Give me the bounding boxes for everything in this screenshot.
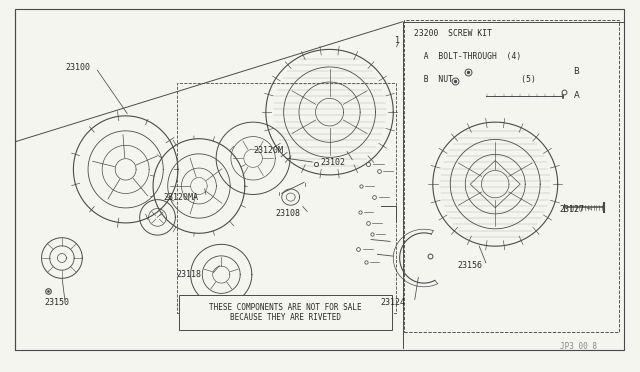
- Polygon shape: [153, 139, 245, 233]
- Text: 23120MA: 23120MA: [164, 193, 199, 202]
- Text: 23127: 23127: [559, 205, 584, 215]
- Polygon shape: [216, 122, 290, 195]
- Text: B: B: [573, 67, 579, 76]
- Polygon shape: [191, 244, 252, 305]
- Text: 23102: 23102: [320, 157, 345, 167]
- Text: A  BOLT-THROUGH  (4): A BOLT-THROUGH (4): [414, 52, 522, 61]
- Text: 23118: 23118: [177, 270, 202, 279]
- Text: 23150: 23150: [45, 298, 70, 307]
- Text: A: A: [573, 91, 579, 100]
- Text: JP3 00 8: JP3 00 8: [559, 342, 596, 351]
- Text: 23200  SCREW KIT: 23200 SCREW KIT: [414, 29, 492, 38]
- Bar: [179, 295, 392, 330]
- Polygon shape: [433, 122, 557, 246]
- Text: 23124: 23124: [381, 298, 406, 307]
- Text: THESE COMPONENTS ARE NOT FOR SALE
BECAUSE THEY ARE RIVETED: THESE COMPONENTS ARE NOT FOR SALE BECAUS…: [209, 303, 362, 322]
- Polygon shape: [282, 189, 300, 205]
- Text: 1: 1: [395, 36, 400, 45]
- Text: 23156: 23156: [457, 261, 482, 270]
- Text: 23100: 23100: [65, 63, 90, 72]
- Polygon shape: [140, 200, 175, 235]
- Polygon shape: [42, 238, 83, 278]
- Text: 23120M: 23120M: [253, 147, 283, 155]
- Text: 23108: 23108: [275, 209, 300, 218]
- Bar: [404, 20, 620, 332]
- Polygon shape: [74, 116, 178, 223]
- Polygon shape: [266, 49, 394, 175]
- Bar: [177, 83, 396, 313]
- Text: B  NUT              (5): B NUT (5): [414, 75, 536, 84]
